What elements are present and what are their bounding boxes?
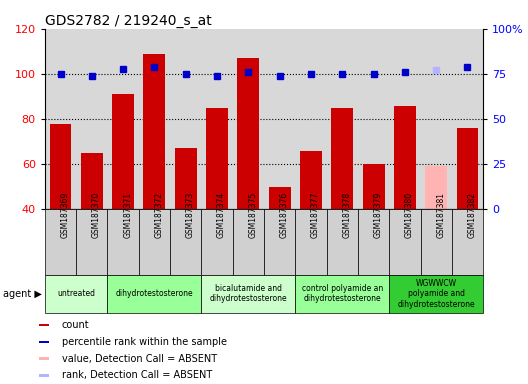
- Bar: [389, 209, 420, 275]
- Bar: [331, 108, 353, 209]
- Bar: [363, 164, 384, 209]
- Text: agent ▶: agent ▶: [3, 289, 42, 299]
- Bar: [233, 209, 264, 275]
- Text: GSM187371: GSM187371: [123, 192, 132, 238]
- Text: GSM187370: GSM187370: [92, 191, 101, 238]
- Text: GSM187381: GSM187381: [436, 192, 445, 237]
- Bar: [269, 187, 290, 209]
- Bar: [144, 54, 165, 209]
- Bar: [358, 209, 389, 275]
- Bar: [206, 108, 228, 209]
- Text: GSM187369: GSM187369: [61, 191, 70, 238]
- Text: value, Detection Call = ABSENT: value, Detection Call = ABSENT: [62, 354, 217, 364]
- Bar: [39, 374, 49, 377]
- Text: rank, Detection Call = ABSENT: rank, Detection Call = ABSENT: [62, 371, 212, 381]
- Text: GSM187382: GSM187382: [467, 192, 476, 237]
- Bar: [175, 148, 197, 209]
- Text: GSM187374: GSM187374: [217, 191, 226, 238]
- Text: bicalutamide and
dihydrotestosterone: bicalutamide and dihydrotestosterone: [210, 284, 287, 303]
- Bar: [50, 124, 71, 209]
- Bar: [425, 166, 447, 209]
- Text: GSM187377: GSM187377: [311, 191, 320, 238]
- Bar: [81, 153, 103, 209]
- Bar: [295, 209, 327, 275]
- Text: percentile rank within the sample: percentile rank within the sample: [62, 337, 227, 347]
- Text: untreated: untreated: [57, 289, 95, 298]
- Text: GSM187378: GSM187378: [342, 192, 351, 238]
- Text: control polyamide an
dihydrotestosterone: control polyamide an dihydrotestosterone: [301, 284, 383, 303]
- Bar: [394, 106, 416, 209]
- Bar: [139, 209, 170, 275]
- Text: GSM187372: GSM187372: [154, 192, 164, 238]
- Bar: [264, 209, 295, 275]
- Text: GSM187373: GSM187373: [186, 191, 195, 238]
- Bar: [45, 209, 76, 275]
- Bar: [39, 324, 49, 326]
- Bar: [45, 275, 108, 313]
- Text: GSM187375: GSM187375: [248, 191, 257, 238]
- Bar: [76, 209, 108, 275]
- Bar: [327, 209, 358, 275]
- Text: GSM187376: GSM187376: [280, 191, 289, 238]
- Text: GDS2782 / 219240_s_at: GDS2782 / 219240_s_at: [45, 14, 212, 28]
- Bar: [238, 58, 259, 209]
- Bar: [452, 209, 483, 275]
- Bar: [457, 128, 478, 209]
- Bar: [420, 209, 452, 275]
- Bar: [108, 275, 201, 313]
- Text: WGWWCW
polyamide and
dihydrotestosterone: WGWWCW polyamide and dihydrotestosterone: [398, 279, 475, 309]
- Bar: [108, 209, 139, 275]
- Bar: [300, 151, 322, 209]
- Text: GSM187380: GSM187380: [405, 192, 414, 238]
- Bar: [170, 209, 201, 275]
- Bar: [112, 94, 134, 209]
- Bar: [39, 341, 49, 343]
- Text: count: count: [62, 320, 90, 330]
- Bar: [295, 275, 389, 313]
- Text: GSM187379: GSM187379: [374, 191, 383, 238]
- Bar: [201, 275, 295, 313]
- Text: dihydrotestosterone: dihydrotestosterone: [116, 289, 193, 298]
- Bar: [39, 358, 49, 360]
- Bar: [389, 275, 483, 313]
- Bar: [201, 209, 233, 275]
